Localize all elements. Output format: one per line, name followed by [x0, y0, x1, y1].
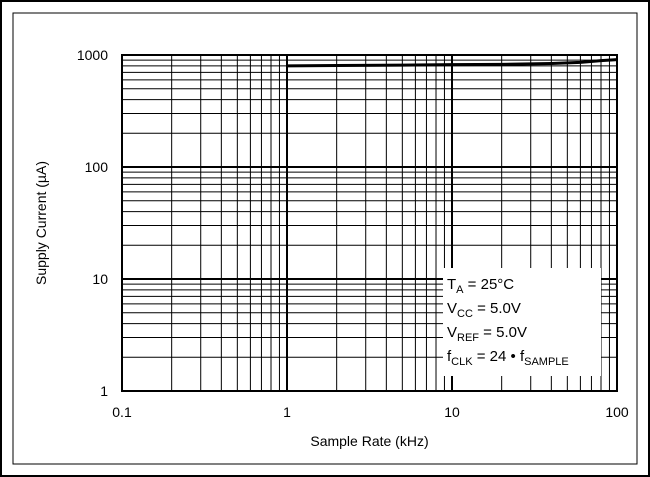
x-tick-label: 10	[444, 404, 460, 420]
y-tick-label: 100	[85, 159, 109, 175]
annotation-background	[443, 268, 601, 376]
y-axis-label: Supply Current (µA)	[33, 161, 49, 285]
annotation-fclk: fCLK = 24 • fSAMPLE	[447, 348, 569, 368]
x-tick-label: 1	[283, 404, 291, 420]
y-tick-label: 1000	[77, 47, 108, 63]
annotation-vcc: VCC = 5.0V	[447, 300, 521, 320]
figure-inner-border	[12, 12, 638, 465]
annotation-vref: VREF = 5.0V	[447, 324, 527, 344]
plot-area-border	[121, 54, 618, 392]
y-tick-label: 10	[92, 271, 108, 287]
series-layer	[286, 58, 618, 68]
supply-current-line	[286, 58, 618, 68]
y-tick-labels: 1 10 100 1000	[77, 47, 108, 399]
x-tick-labels: 0.1 1 10 100	[112, 404, 629, 420]
x-axis-label: Sample Rate (kHz)	[310, 433, 428, 449]
y-tick-label: 1	[100, 383, 108, 399]
conditions-annotation: TA = 25°C VCC = 5.0V VREF = 5.0V fCLK = …	[443, 268, 601, 376]
x-tick-label: 0.1	[112, 404, 132, 420]
plot-grid	[122, 55, 617, 391]
x-tick-label: 100	[605, 404, 629, 420]
annotation-temperature: TA = 25°C	[447, 276, 514, 296]
